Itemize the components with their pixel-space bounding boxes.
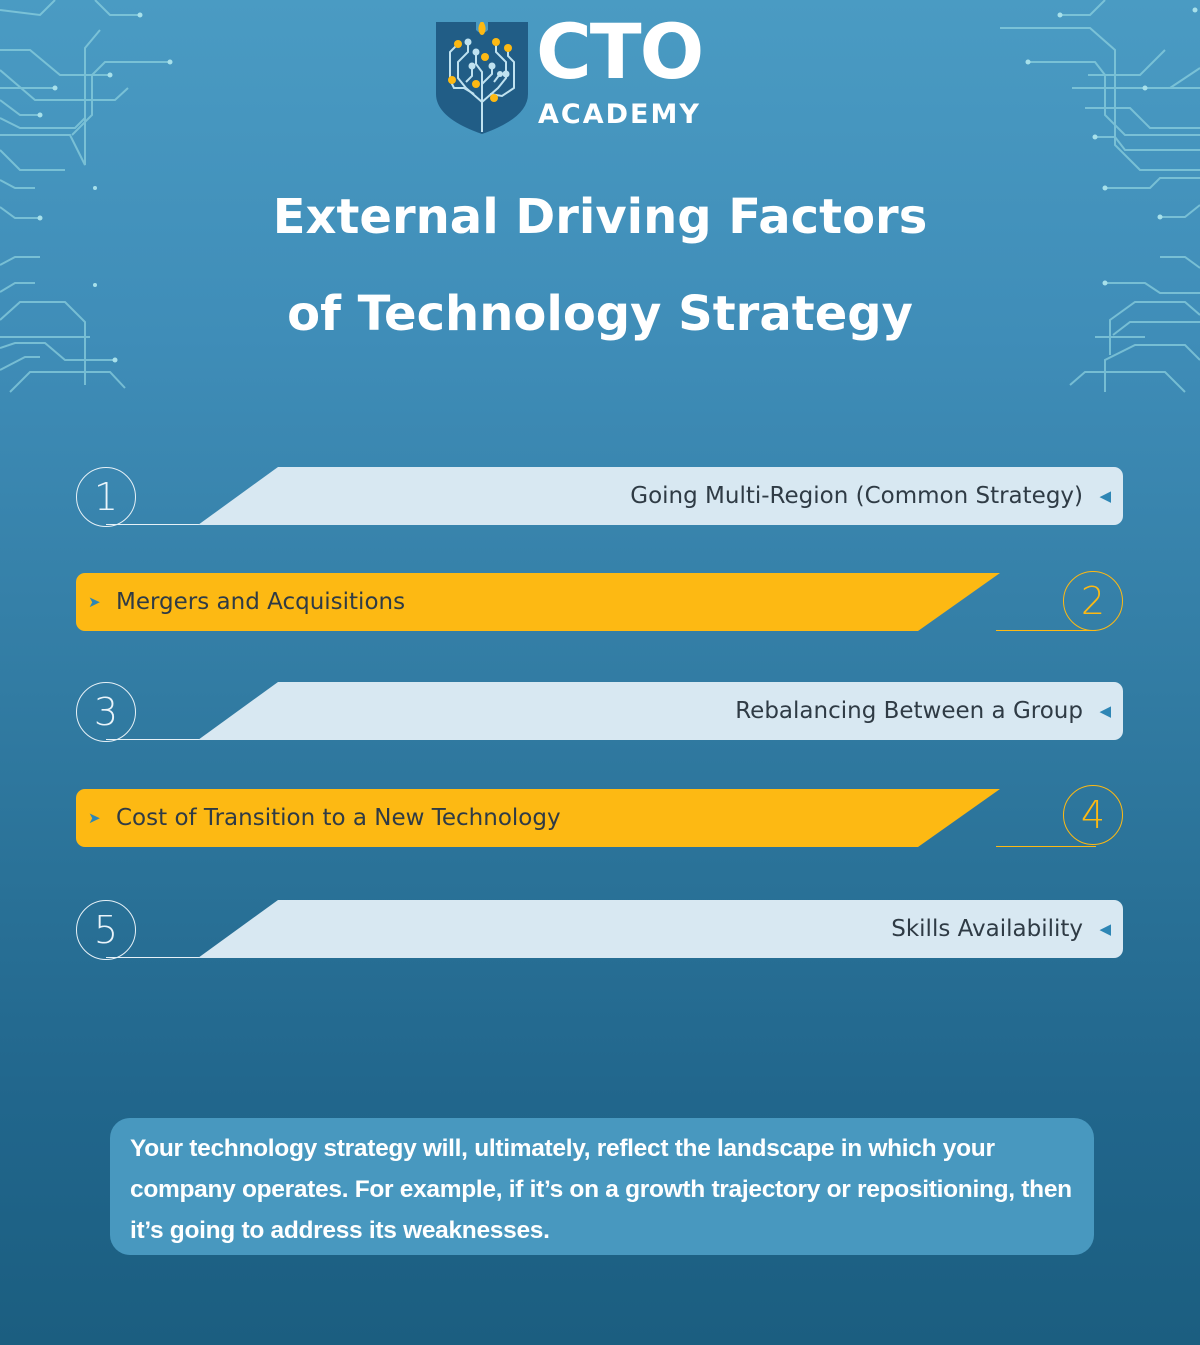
factor-bar: [198, 900, 1123, 958]
underline-divider: [106, 957, 206, 958]
factor-bar: [76, 789, 1000, 847]
underline-divider: [996, 846, 1096, 847]
factor-number-badge: 1: [76, 467, 136, 527]
summary-note: Your technology strategy will, ultimatel…: [110, 1118, 1094, 1255]
arrow-right-icon: ➤: [88, 593, 101, 611]
shield-circuit-icon: [436, 22, 528, 134]
factor-label: Skills Availability: [891, 916, 1083, 942]
factor-label: Going Multi-Region (Common Strategy): [630, 483, 1083, 509]
underline-divider: [106, 524, 206, 525]
factor-row-2: 2 ➤ Mergers and Acquisitions: [76, 571, 1123, 633]
factor-number-badge: 4: [1063, 785, 1123, 845]
circuit-decoration-left-icon: [0, 0, 173, 393]
arrow-left-icon: ◀: [1099, 702, 1111, 720]
factor-row-5: 5 Skills Availability ◀: [76, 900, 1123, 960]
arrow-left-icon: ◀: [1099, 920, 1111, 938]
factor-label: Cost of Transition to a New Technology: [116, 805, 561, 831]
factor-row-1: 1 Going Multi-Region (Common Strategy) ◀: [76, 467, 1123, 527]
factor-bar: [198, 467, 1123, 525]
page-title-line-2: of Technology Strategy: [287, 286, 913, 342]
underline-divider: [106, 739, 206, 740]
factor-row-4: 4 ➤ Cost of Transition to a New Technolo…: [76, 785, 1123, 849]
underline-divider: [996, 630, 1096, 631]
circuit-decoration-right-icon: [1000, 0, 1200, 393]
factor-label: Rebalancing Between a Group: [735, 698, 1083, 724]
factor-number-badge: 5: [76, 900, 136, 960]
factor-number-badge: 2: [1063, 571, 1123, 631]
factor-row-3: 3 Rebalancing Between a Group ◀: [76, 682, 1123, 742]
arrow-right-icon: ➤: [88, 809, 101, 827]
logo-text-academy: ACADEMY: [538, 99, 701, 130]
arrow-left-icon: ◀: [1099, 487, 1111, 505]
factor-number-badge: 3: [76, 682, 136, 742]
factor-bar: [76, 573, 1000, 631]
factor-bar: [198, 682, 1123, 740]
factor-label: Mergers and Acquisitions: [116, 589, 406, 615]
page-title-line-1: External Driving Factors: [272, 189, 928, 245]
logo-text-cto: CTO: [536, 7, 704, 96]
cto-academy-logo: CTO ACADEMY: [436, 14, 736, 138]
